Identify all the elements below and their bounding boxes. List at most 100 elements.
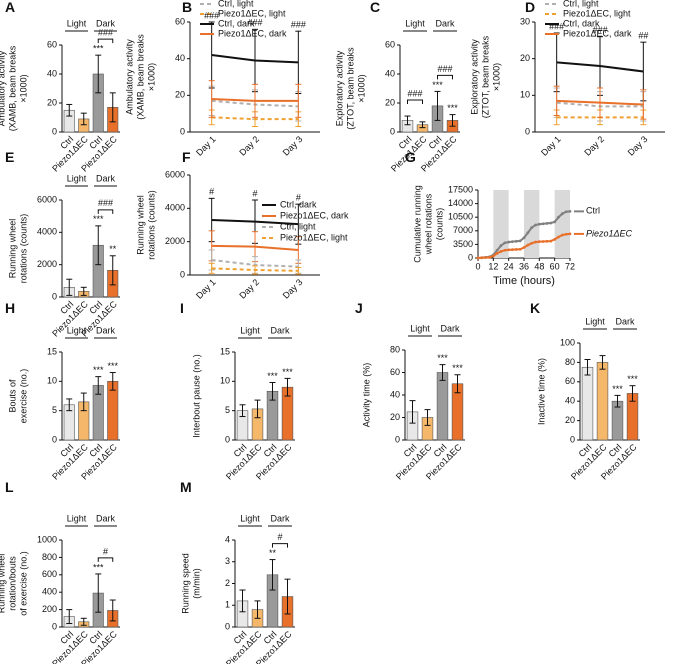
y-axis-label: Running wheel [0,554,6,614]
panel-letter: L [5,479,14,495]
x-tick-label: Day 3 [281,277,305,301]
legend-label: Piezo1ΔEC, dark [563,28,632,38]
y-axis-label: Running speed [180,553,190,614]
y-tick-label: 20 [565,415,575,425]
y-tick-label: 3500 [453,239,473,249]
point [499,244,503,247]
y-axis-label: rotation/bouts [7,556,17,611]
dark-period [493,190,509,258]
point [534,240,537,244]
significance: # [277,532,282,542]
group-label: Dark [440,323,460,333]
panel-letter: K [530,300,540,316]
legend-label: Piezo1ΔEC, light [563,8,631,18]
group-label: Dark [270,513,290,523]
legend-label: Ctrl [586,206,600,216]
point [553,220,557,224]
significance: ### [204,10,219,20]
point [564,210,568,214]
point [537,240,541,244]
point [503,248,507,252]
panel-letter: B [182,0,192,15]
x-tick-label: Day 1 [194,134,218,158]
bar [581,366,594,441]
significance: *** [452,363,463,373]
y-axis-label: wheel rotations [423,193,433,255]
point [480,256,484,260]
x-tick-label: Day 2 [582,134,606,158]
y-tick-label: 2000 [165,236,185,246]
y-tick-label: 0 [180,126,185,136]
y-tick-label: 80 [390,344,400,354]
y-tick-label: 200 [42,604,57,614]
y-tick-label: 10 [520,90,530,100]
significance: # [209,187,214,197]
y-tick-label: 6000 [37,194,57,204]
y-tick-label: 0 [180,269,185,279]
y-axis-label: Running wheel [7,219,17,279]
y-tick-label: 4000 [165,203,185,213]
significance: # [296,193,301,203]
y-tick-label: 60 [47,39,57,49]
panel-letter: H [5,300,15,316]
significance: *** [447,103,458,113]
x-tick-label: Day 3 [626,134,650,158]
point [568,209,572,213]
y-tick-label: 60 [565,376,575,386]
y-tick-label: 3 [225,556,230,566]
point [491,254,495,258]
y-tick-label: 20 [385,97,395,107]
point [526,231,530,235]
y-tick-label: 60 [390,367,400,377]
significance: *** [612,384,623,394]
point [522,246,526,249]
legend-label: Ctrl, light [280,221,316,231]
y-axis-label: rotations (counts) [146,190,156,260]
significance: ### [98,28,113,38]
y-tick-label: 10 [220,376,230,386]
panel-letter: J [355,300,363,316]
significance: # [252,188,257,198]
y-tick-label: 40 [385,68,395,78]
y-tick-label: 1000 [37,534,57,544]
group-label: Light [585,316,605,326]
point [553,237,557,241]
y-axis-label: ×1000) [356,74,366,102]
group-label: Light [410,323,430,333]
legend-label: Piezo1ΔEC, dark [218,28,287,38]
y-tick-label: 40 [390,389,400,399]
point [545,222,549,225]
point [511,248,514,252]
y-axis-label: Running wheel [135,195,145,255]
dark-period [554,190,570,258]
group-label: Dark [435,18,455,28]
x-tick-label: 72 [565,261,575,271]
y-axis-label: (ZTOT, beam breaks [345,47,355,130]
significance: *** [93,562,104,572]
legend-label: Piezo1ΔEC, dark [280,210,349,220]
point [564,232,568,236]
point [541,222,545,226]
point [541,240,545,243]
x-tick-label: 48 [534,261,544,271]
point [568,232,572,236]
x-tick-label: 0 [475,261,480,271]
legend-label: Ctrl, dark [280,199,317,209]
panel-letter: M [180,479,192,495]
group-label: Dark [270,325,290,335]
y-axis-label: Activity time (%) [361,363,371,428]
significance: *** [627,374,638,384]
x-tick-label: 24 [504,261,514,271]
y-axis-label: Exploratory activity [469,39,479,115]
y-axis-label: (XAMB, beam breaks [7,45,17,131]
panel-letter: A [5,0,15,15]
y-tick-label: 1 [225,600,230,610]
point [549,221,553,225]
y-tick-label: 20 [390,412,400,422]
y-tick-label: 0 [52,291,57,301]
y-tick-label: 4000 [37,227,57,237]
legend-label: Ctrl, light [218,0,254,8]
group-label: Dark [96,513,116,523]
group-label: Light [240,325,260,335]
